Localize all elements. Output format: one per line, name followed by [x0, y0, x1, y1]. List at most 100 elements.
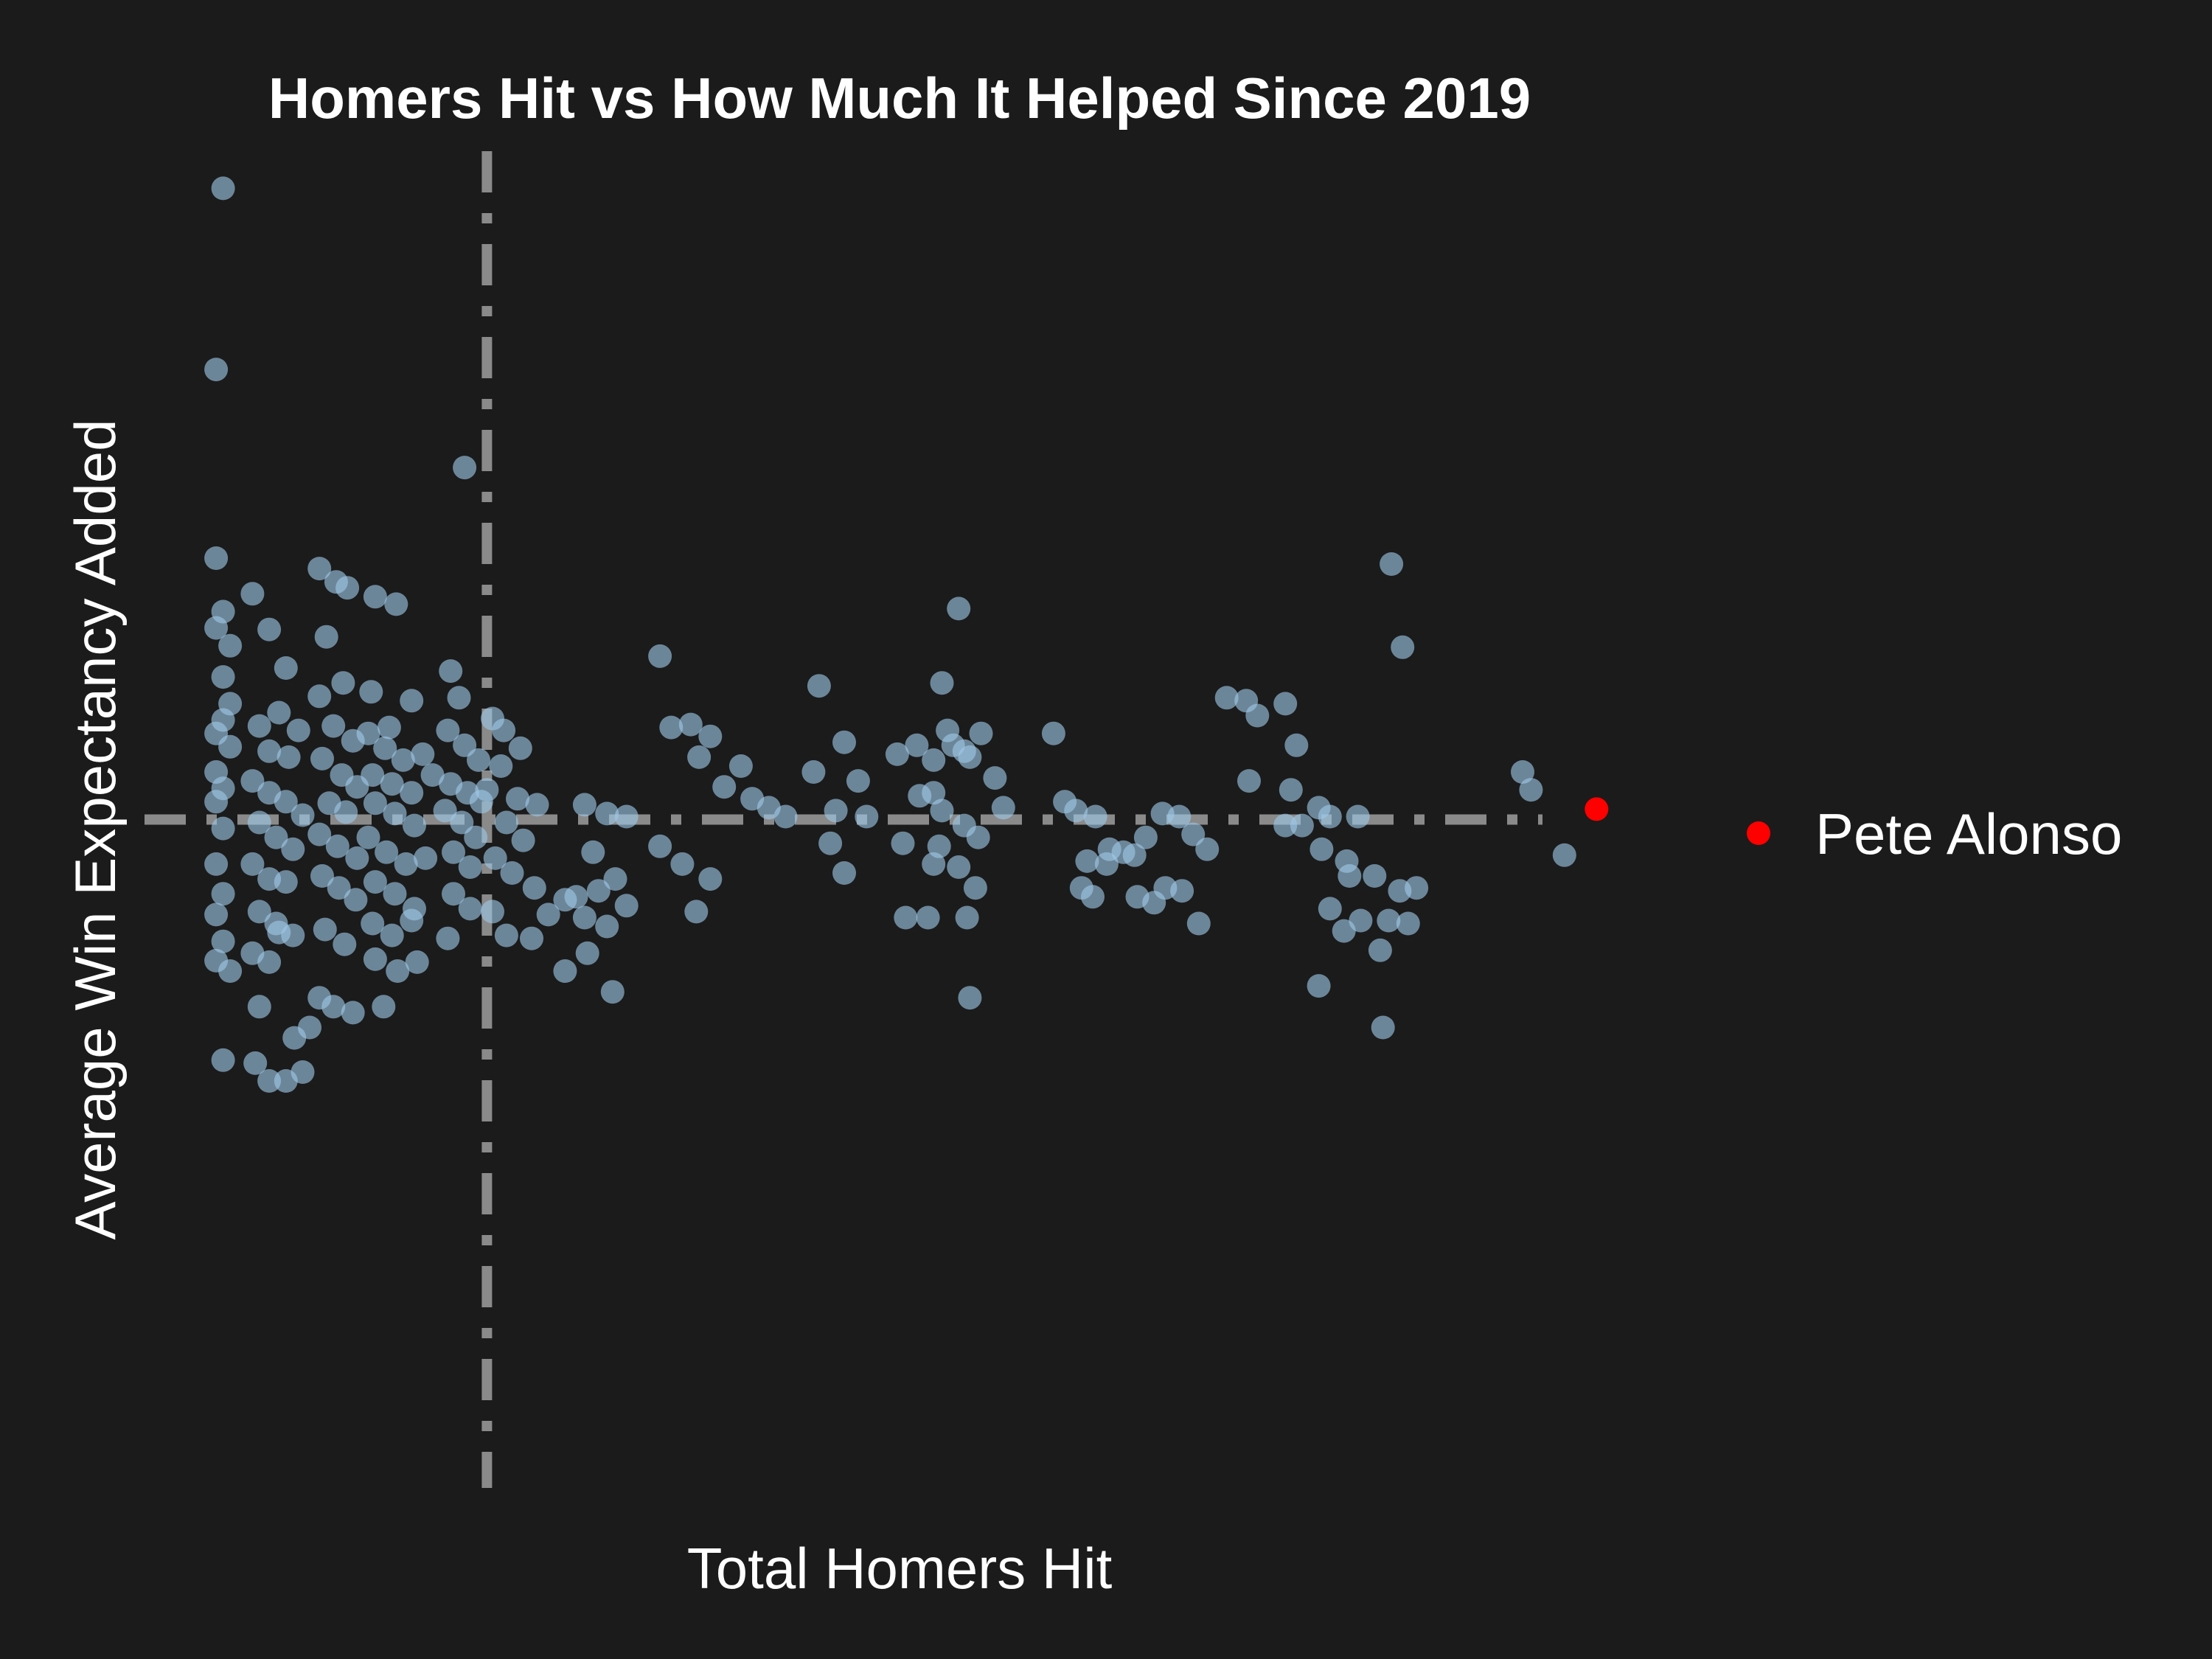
player-point-131 [494, 810, 518, 835]
player-point-127 [489, 754, 513, 778]
player-point-101 [361, 911, 385, 936]
player-point-69 [345, 846, 369, 870]
player-point-186 [947, 855, 971, 879]
player-point-133 [483, 846, 507, 870]
player-point-249 [1371, 1015, 1395, 1040]
player-point-112 [467, 748, 490, 772]
player-point-88 [380, 772, 404, 796]
player-point-95 [375, 840, 399, 864]
player-point-238 [1363, 864, 1387, 888]
player-point-51 [291, 1060, 315, 1084]
x-axis-label: Total Homers Hit [687, 1536, 1113, 1601]
player-point-208 [1122, 843, 1147, 867]
player-point-237 [1338, 864, 1362, 888]
player-point-163 [773, 804, 798, 829]
player-point-205 [1064, 799, 1088, 823]
player-point-158 [687, 745, 712, 769]
player-point-130 [525, 793, 549, 817]
player-point-178 [922, 748, 946, 772]
player-point-141 [572, 793, 597, 817]
player-point-166 [698, 867, 723, 891]
player-point-92 [383, 801, 407, 826]
player-point-37 [281, 837, 305, 861]
player-point-72 [344, 888, 368, 912]
player-point-164 [648, 834, 672, 858]
player-point-103 [400, 908, 424, 933]
player-point-189 [916, 905, 940, 930]
player-point-24 [257, 617, 282, 641]
player-point-45 [257, 950, 282, 974]
player-point-107 [372, 995, 396, 1019]
player-point-34 [291, 803, 315, 827]
player-point-177 [905, 733, 929, 757]
player-point-99 [383, 882, 407, 906]
player-point-253 [1552, 843, 1576, 867]
player-point-215 [1094, 852, 1119, 876]
player-point-15 [211, 816, 235, 841]
player-point-2 [453, 456, 477, 480]
player-point-142 [595, 801, 619, 826]
player-point-225 [1245, 703, 1270, 728]
player-point-26 [247, 714, 271, 738]
player-point-172 [824, 799, 848, 823]
player-point-251 [1511, 760, 1534, 784]
player-point-232 [1346, 804, 1370, 829]
player-point-145 [603, 867, 627, 891]
player-point-83 [356, 721, 380, 745]
player-point-246 [1368, 938, 1392, 962]
player-point-173 [855, 804, 879, 829]
player-point-227 [1237, 769, 1261, 793]
player-point-183 [966, 825, 990, 849]
player-point-38 [240, 852, 265, 876]
player-point-228 [1279, 778, 1303, 802]
player-point-139 [536, 902, 560, 927]
player-point-36 [264, 825, 288, 849]
player-point-3 [204, 546, 229, 570]
player-point-41 [247, 900, 271, 924]
player-point-78 [363, 585, 387, 609]
player-point-197 [958, 745, 982, 769]
player-point-62 [310, 746, 334, 771]
player-point-137 [494, 923, 518, 947]
player-point-157 [698, 724, 723, 748]
player-point-252 [1519, 778, 1543, 802]
player-point-59 [307, 684, 332, 709]
player-point-129 [506, 787, 529, 811]
player-point-221 [1081, 885, 1105, 909]
player-point-204 [1083, 804, 1107, 829]
player-point-175 [832, 861, 856, 885]
legend-marker-pete-alonso [1747, 821, 1770, 845]
player-point-199 [983, 766, 1007, 790]
player-point-123 [436, 926, 460, 950]
player-point-98 [363, 870, 387, 894]
player-point-198 [969, 721, 993, 745]
player-point-19 [211, 929, 235, 953]
player-point-132 [511, 828, 535, 852]
player-point-245 [1332, 919, 1356, 943]
data-points [204, 176, 1609, 1093]
player-point-7 [211, 665, 235, 689]
player-point-1 [204, 358, 229, 382]
player-point-14 [204, 790, 229, 814]
player-point-217 [1170, 879, 1194, 903]
player-point-192 [947, 597, 971, 621]
player-point-111 [453, 733, 477, 757]
player-point-243 [1377, 908, 1401, 933]
player-point-94 [356, 825, 380, 849]
player-point-120 [458, 855, 482, 879]
player-point-171 [846, 769, 870, 793]
player-point-80 [359, 680, 383, 704]
player-point-0 [211, 176, 235, 201]
player-point-74 [333, 932, 357, 956]
player-point-68 [325, 834, 349, 858]
player-point-40 [274, 870, 298, 894]
legend: Pete Alonso [1747, 801, 2122, 866]
player-point-195 [922, 781, 946, 805]
player-point-212 [1181, 822, 1206, 846]
player-point-152 [553, 959, 577, 983]
player-point-248 [1391, 635, 1415, 659]
player-point-153 [600, 980, 625, 1004]
player-point-241 [1318, 897, 1342, 921]
player-point-18 [204, 902, 229, 927]
player-point-213 [1195, 837, 1220, 861]
